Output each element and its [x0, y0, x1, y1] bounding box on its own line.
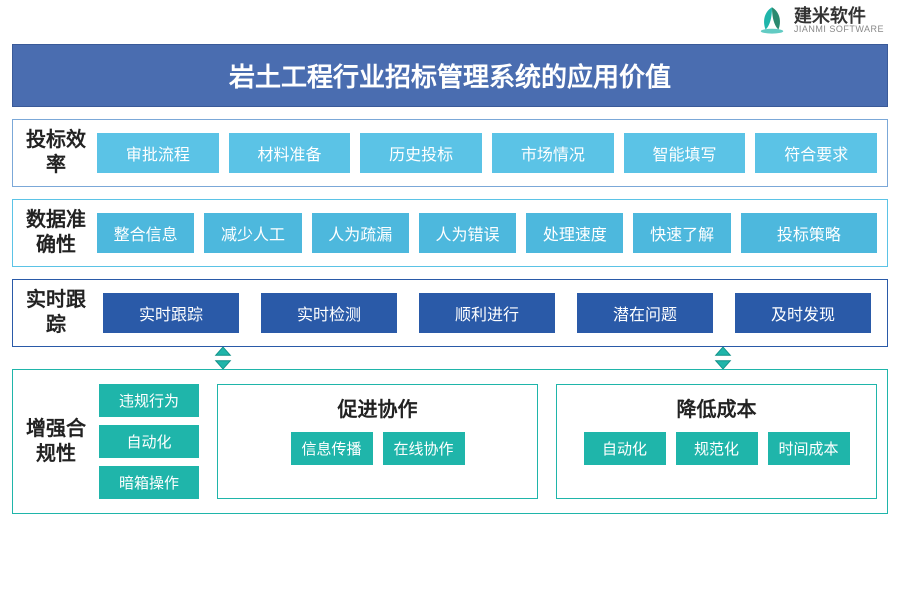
- tag: 市场情况: [492, 133, 614, 173]
- tag: 实时跟踪: [103, 293, 239, 333]
- section-bid-efficiency: 投标效率 审批流程 材料准备 历史投标 市场情况 智能填写 符合要求: [12, 119, 888, 187]
- subsection-compliance: 增强合规性 违规行为 自动化 暗箱操作: [23, 384, 199, 499]
- tag-row: 信息传播 在线协作: [291, 432, 465, 465]
- tag: 规范化: [676, 432, 758, 465]
- tag-row: 审批流程 材料准备 历史投标 市场情况 智能填写 符合要求: [97, 133, 877, 173]
- section-realtime-tracking: 实时跟踪 实时跟踪 实时检测 顺利进行 潜在问题 及时发现: [12, 279, 888, 347]
- tag: 潜在问题: [577, 293, 713, 333]
- subsection-cost-reduction: 降低成本 自动化 规范化 时间成本: [556, 384, 877, 499]
- tag: 智能填写: [624, 133, 746, 173]
- logo-text-cn: 建米软件: [794, 7, 884, 25]
- logo-text-en: JIANMI SOFTWARE: [794, 25, 884, 34]
- tag: 快速了解: [633, 213, 730, 253]
- tag: 整合信息: [97, 213, 194, 253]
- double-arrow-icon: [212, 347, 234, 369]
- subsection-collaboration: 促进协作 信息传播 在线协作: [217, 384, 538, 499]
- tag-row: 实时跟踪 实时检测 顺利进行 潜在问题 及时发现: [97, 293, 877, 333]
- tag: 人为疏漏: [312, 213, 409, 253]
- tag-column: 违规行为 自动化 暗箱操作: [99, 384, 199, 499]
- double-arrow-icon: [712, 347, 734, 369]
- tag: 实时检测: [261, 293, 397, 333]
- tag: 在线协作: [383, 432, 465, 465]
- subbox-title: 降低成本: [677, 393, 757, 422]
- section-bottom: 增强合规性 违规行为 自动化 暗箱操作 促进协作 信息传播 在线协作 降低成本 …: [12, 369, 888, 514]
- connector-row: [12, 347, 888, 369]
- tag: 符合要求: [755, 133, 877, 173]
- tag: 自动化: [99, 425, 199, 458]
- tag: 人为错误: [419, 213, 516, 253]
- tag: 处理速度: [526, 213, 623, 253]
- tag: 及时发现: [735, 293, 871, 333]
- tag: 投标策略: [741, 213, 877, 253]
- tag: 时间成本: [768, 432, 850, 465]
- tag: 审批流程: [97, 133, 219, 173]
- page-title: 岩土工程行业招标管理系统的应用价值: [12, 44, 888, 107]
- tag: 自动化: [584, 432, 666, 465]
- tag: 历史投标: [360, 133, 482, 173]
- section-label: 投标效率: [23, 128, 89, 178]
- brand-logo: 建米软件 JIANMI SOFTWARE: [756, 4, 884, 36]
- tag: 暗箱操作: [99, 466, 199, 499]
- logo-icon: [756, 4, 788, 36]
- tag-row: 自动化 规范化 时间成本: [584, 432, 850, 465]
- subbox-title: 促进协作: [338, 393, 418, 422]
- section-label: 数据准确性: [23, 208, 89, 258]
- tag: 材料准备: [229, 133, 351, 173]
- tag: 违规行为: [99, 384, 199, 417]
- section-label: 增强合规性: [23, 417, 89, 467]
- tag-row: 整合信息 减少人工 人为疏漏 人为错误 处理速度 快速了解 投标策略: [97, 213, 877, 253]
- tag: 减少人工: [204, 213, 301, 253]
- section-label: 实时跟踪: [23, 288, 89, 338]
- tag: 顺利进行: [419, 293, 555, 333]
- section-data-accuracy: 数据准确性 整合信息 减少人工 人为疏漏 人为错误 处理速度 快速了解 投标策略: [12, 199, 888, 267]
- tag: 信息传播: [291, 432, 373, 465]
